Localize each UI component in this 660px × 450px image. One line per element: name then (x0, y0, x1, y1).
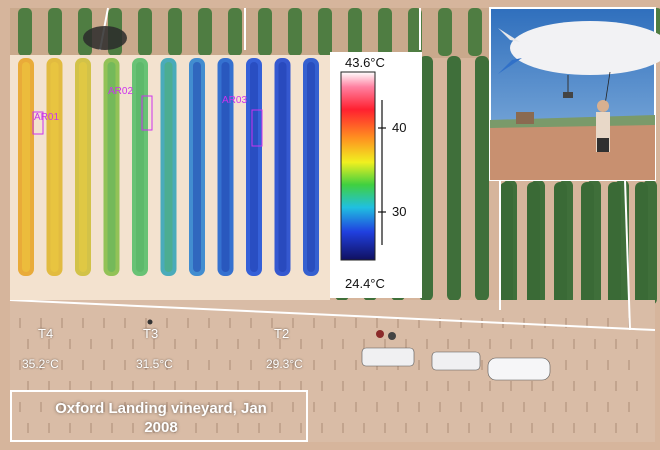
treatment-label-t2: T2 (274, 326, 290, 341)
treatment-temp-t2: 29.3°C (266, 357, 303, 371)
inset-photo (489, 7, 660, 181)
blimp-body (510, 21, 660, 75)
scale-tick-30: 30 (392, 204, 407, 219)
thermal-colorbar (340, 71, 376, 261)
row-tag: AR01 (34, 112, 60, 123)
caption-line-1: Oxford Landing vineyard, Jan (55, 400, 267, 417)
soil-texture (19, 318, 638, 433)
treatment-temp-t4: 35.2°C (22, 357, 59, 371)
scale-min-label: 24.4°C (345, 276, 385, 291)
vehicles (361, 330, 551, 381)
treatment-label-t3: T3 (143, 326, 159, 341)
caption-box: Oxford Landing vineyard, Jan 2008 (10, 390, 308, 442)
caption-line-2: 2008 (144, 419, 178, 436)
scale-tick-40: 40 (392, 120, 407, 135)
row-tag: AR03 (222, 95, 248, 106)
caption-text: Oxford Landing vineyard, Jan 2008 (12, 399, 310, 437)
marker-t3 (147, 319, 153, 325)
scale-max-label: 43.6°C (345, 55, 385, 70)
row-tag: AR02 (108, 86, 134, 97)
blimp-shadow (83, 26, 127, 50)
treatment-temp-t3: 31.5°C (136, 357, 173, 371)
thermal-vine-rows (18, 58, 319, 276)
treatment-label-t4: T4 (38, 326, 54, 341)
